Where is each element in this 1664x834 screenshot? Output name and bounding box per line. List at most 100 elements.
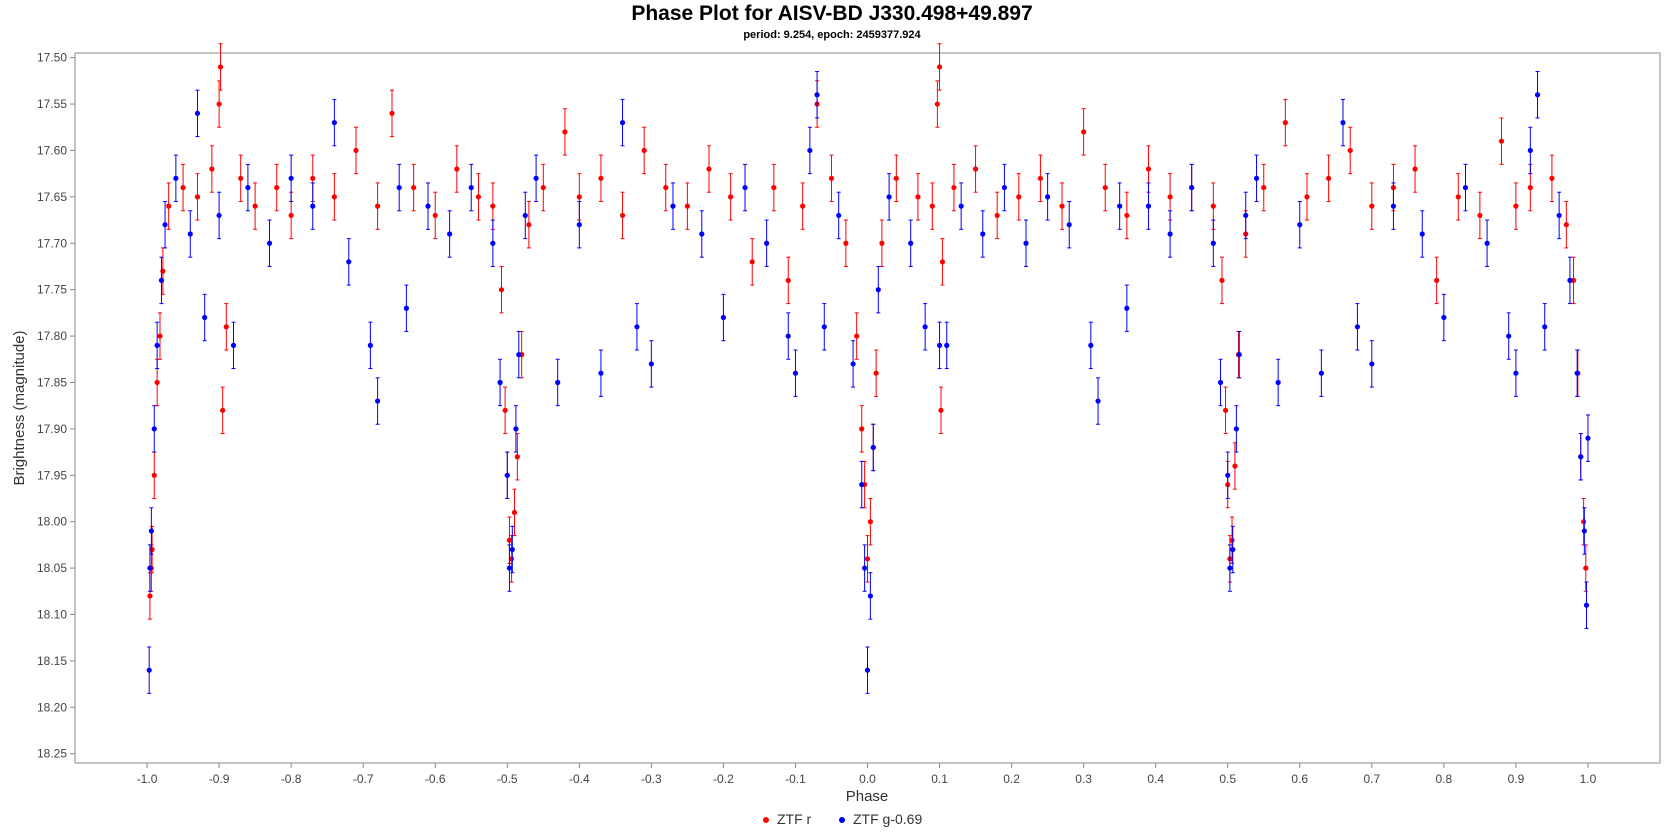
data-point <box>749 259 755 265</box>
data-point <box>792 370 799 376</box>
data-point <box>843 240 849 246</box>
data-point <box>147 565 153 571</box>
x-tick-label: -1.0 <box>137 772 158 786</box>
data-point <box>893 175 899 181</box>
x-tick-label: -0.2 <box>713 772 734 786</box>
data-point <box>728 194 734 200</box>
legend-label: ZTF g-0.69 <box>853 811 922 827</box>
data-point <box>1455 194 1461 200</box>
data-point <box>598 370 604 376</box>
data-point <box>331 194 337 200</box>
data-point <box>1527 184 1533 191</box>
data-point <box>1354 324 1361 330</box>
data-point <box>1506 333 1512 339</box>
series-layer <box>146 43 1591 694</box>
data-point <box>670 203 676 209</box>
y-tick-label: 18.05 <box>37 561 67 575</box>
data-point <box>1412 166 1418 172</box>
data-point <box>1229 537 1235 543</box>
data-point <box>1225 472 1231 478</box>
data-point <box>1023 240 1029 246</box>
data-point <box>1549 175 1555 181</box>
legend-label: ZTF r <box>777 811 812 827</box>
data-point <box>514 454 520 460</box>
data-point <box>706 166 712 172</box>
y-tick-label: 17.85 <box>37 375 67 389</box>
data-point <box>310 203 316 209</box>
data-point <box>800 203 806 209</box>
data-point <box>331 120 337 126</box>
data-point <box>526 222 532 228</box>
x-tick-label: 0.9 <box>1508 772 1525 786</box>
x-tick-label: 1.0 <box>1580 772 1597 786</box>
data-point <box>619 120 626 126</box>
data-point <box>1484 240 1490 246</box>
data-point <box>157 333 163 339</box>
data-point <box>158 277 165 283</box>
data-point <box>1045 194 1051 200</box>
data-point <box>1236 352 1242 358</box>
data-point <box>166 203 172 209</box>
data-point <box>879 240 885 246</box>
data-point <box>821 324 827 330</box>
data-point <box>148 528 154 534</box>
data-point <box>353 147 359 154</box>
data-point <box>850 361 856 367</box>
x-tick-label: 0.6 <box>1291 772 1308 786</box>
data-point <box>230 342 237 348</box>
data-point <box>187 231 193 237</box>
data-point <box>663 184 669 191</box>
data-point <box>1167 231 1173 237</box>
data-point <box>555 379 561 386</box>
data-point <box>310 175 316 181</box>
data-point <box>1222 407 1229 413</box>
data-point <box>504 472 510 478</box>
data-point <box>216 101 222 107</box>
data-point <box>506 565 513 571</box>
data-point <box>1578 454 1584 460</box>
data-point <box>1340 120 1346 126</box>
data-point <box>1066 222 1072 228</box>
data-point <box>619 212 626 219</box>
x-tick-label: 0.5 <box>1219 772 1236 786</box>
chart-subtitle: period: 9.254, epoch: 2459377.924 <box>743 29 921 41</box>
x-tick-label: -0.8 <box>281 772 302 786</box>
data-point <box>972 166 979 172</box>
data-point <box>1219 277 1225 283</box>
x-axis-label: Phase <box>846 788 889 805</box>
data-point <box>634 324 640 330</box>
y-tick-label: 17.90 <box>37 422 67 436</box>
data-point <box>1167 194 1173 200</box>
data-point <box>216 212 222 219</box>
data-point <box>1088 342 1094 348</box>
data-point <box>764 240 770 246</box>
y-axis: 17.50 17.55 17.60 17.65 17.70 17.75 17.80 17.85… <box>37 51 75 761</box>
x-tick-label: -0.9 <box>209 772 230 786</box>
data-point <box>475 194 482 200</box>
data-point <box>403 305 410 311</box>
data-point <box>1297 222 1303 228</box>
data-point <box>151 472 157 478</box>
chart-title: Phase Plot for AISV-BD J330.498+49.897 <box>631 2 1033 25</box>
x-tick-label: -0.4 <box>569 772 590 786</box>
data-point <box>209 166 215 172</box>
x-tick-label: 0.2 <box>1003 772 1020 786</box>
data-point <box>1462 184 1469 191</box>
x-tick-label: -0.5 <box>497 772 518 786</box>
data-point <box>1124 305 1130 311</box>
x-tick-label: -0.7 <box>353 772 374 786</box>
data-point <box>862 565 868 571</box>
data-point <box>1275 379 1281 386</box>
data-point <box>1581 528 1587 534</box>
y-tick-label: 18.00 <box>37 515 67 529</box>
data-point <box>1583 565 1589 571</box>
data-point <box>374 398 381 404</box>
data-point <box>1325 175 1332 181</box>
data-point <box>223 324 229 330</box>
data-point <box>807 147 813 154</box>
data-point <box>641 147 647 154</box>
data-point <box>202 314 208 321</box>
data-point <box>147 593 153 599</box>
data-point <box>1232 463 1238 469</box>
data-point <box>684 203 690 209</box>
